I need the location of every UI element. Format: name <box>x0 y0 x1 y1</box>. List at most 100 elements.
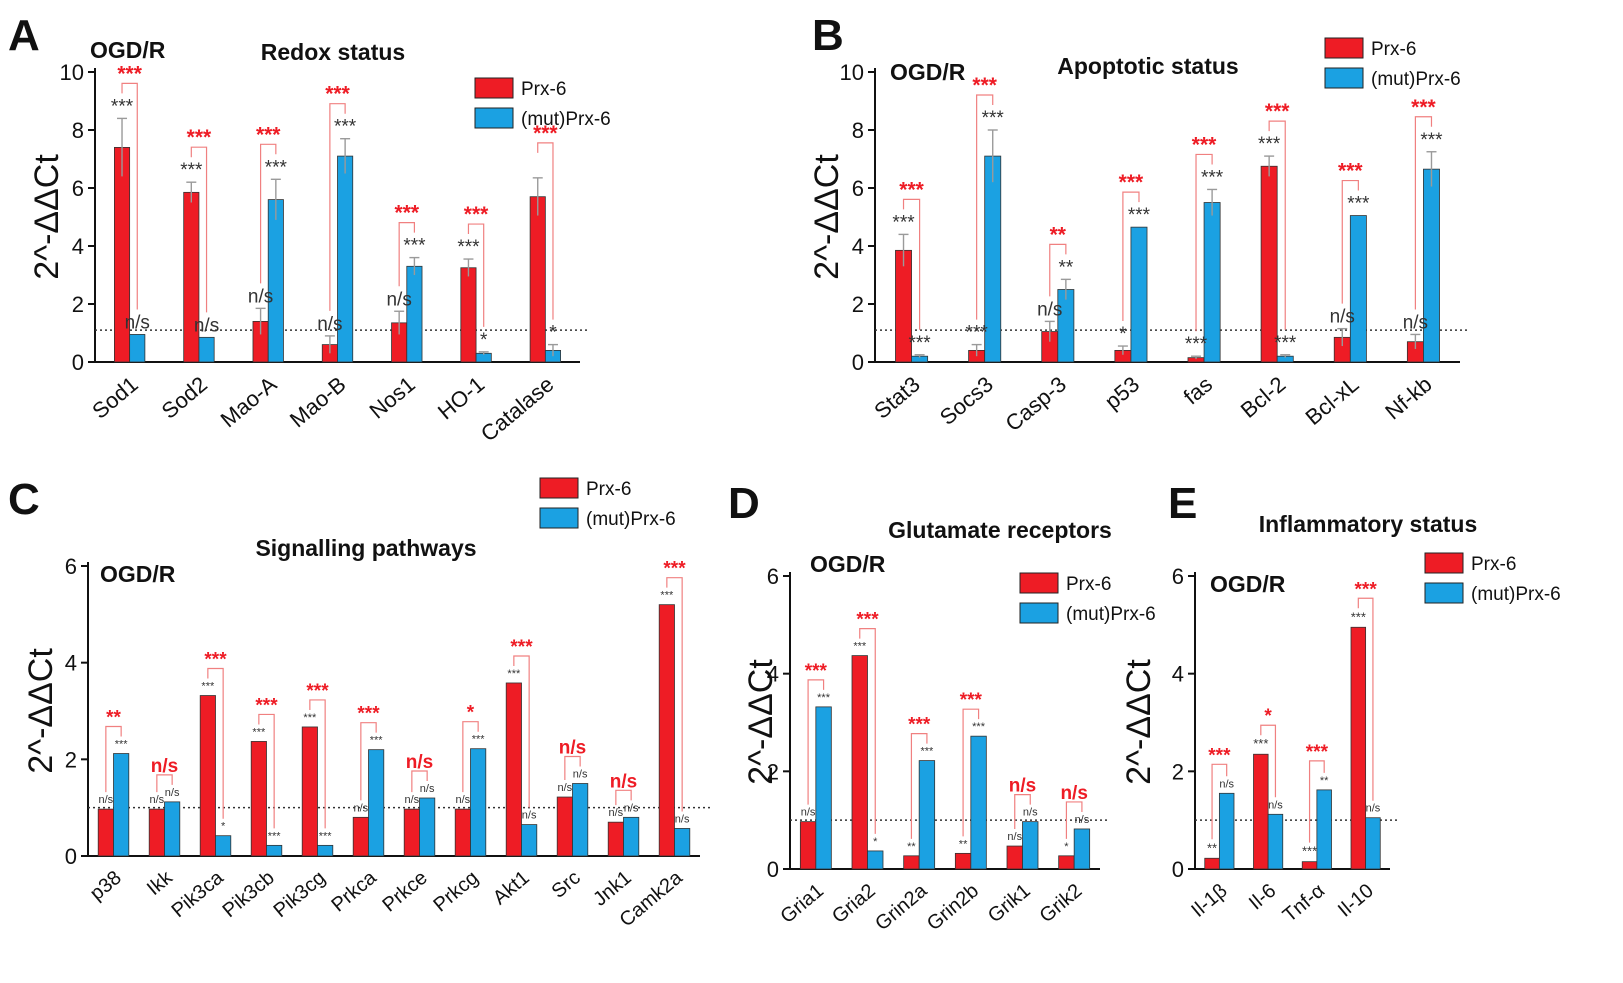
sig-label-mut-prx6: *** <box>1347 194 1370 215</box>
bar-group: *** n/s *** Il-10 <box>1334 579 1381 921</box>
comparison-bracket <box>1195 153 1213 332</box>
sig-label-prx6: ** <box>1207 840 1217 855</box>
sig-label-prx6: *** <box>1258 134 1281 155</box>
bar-mut-prx6 <box>1267 813 1284 870</box>
chart-title: Inflammatory status <box>1259 511 1478 537</box>
y-tick-label: 0 <box>767 857 779 882</box>
legend: Prx-6 (mut)Prx-6 <box>1324 37 1461 90</box>
bar-group: *** *** *** Pik3cg <box>270 681 334 922</box>
sig-label-mut-prx6: ** <box>1320 775 1329 787</box>
comparison-bracket <box>1211 763 1228 840</box>
bar-group: *** *** *** Stat3 <box>869 178 931 423</box>
y-tick-label: 4 <box>72 234 84 259</box>
bar-mut-prx6 <box>1073 828 1091 870</box>
comparison-bracket <box>807 679 825 805</box>
comparison-bracket <box>910 732 928 839</box>
x-category-label: Stat3 <box>869 371 924 423</box>
bar-prx6 <box>183 191 200 363</box>
x-category-label: Socs3 <box>935 371 998 429</box>
bar-group: *******Pik3ca <box>168 650 232 922</box>
sig-label-prx6: ** <box>959 838 968 850</box>
comparison-bracket <box>156 774 173 793</box>
sig-label-prx6: n/s <box>801 807 816 819</box>
comparison-label: n/s <box>559 738 586 759</box>
y-axis-label: 2^-ΔΔCt <box>742 659 780 785</box>
sig-label-mut-prx6: n/s <box>573 769 588 781</box>
bar-mut-prx6 <box>1349 215 1367 363</box>
legend-swatch-mut-prx6 <box>539 507 579 529</box>
bar-prx6 <box>460 267 477 363</box>
sig-label-mut-prx6: n/s <box>1268 799 1283 811</box>
comparison-label: ** <box>106 708 121 729</box>
sig-label-mut-prx6: *** <box>370 735 384 747</box>
legend-swatch-mut-prx6 <box>474 107 514 129</box>
bar-mut-prx6 <box>406 265 423 363</box>
comparison-bracket <box>259 143 277 284</box>
comparison-bracket <box>1049 243 1067 297</box>
sig-label-mut-prx6: n/s <box>125 312 150 333</box>
comparison-label: *** <box>395 202 420 225</box>
x-category-label: Sod1 <box>87 371 142 423</box>
comparison-bracket <box>615 789 632 806</box>
comparison-bracket <box>462 721 479 793</box>
sig-label-mut-prx6: * <box>873 836 878 848</box>
sig-label-mut-prx6: n/s <box>420 783 435 795</box>
legend-label: Prx-6 <box>586 479 631 500</box>
bar-prx6 <box>529 196 546 363</box>
comparison-bracket <box>105 725 122 793</box>
comparison-label: *** <box>1411 96 1436 119</box>
bar-group: ********Tnf-α <box>1279 742 1332 927</box>
chart-title: Signalling pathways <box>255 535 476 561</box>
sig-label-prx6: * <box>1119 324 1127 345</box>
comparison-bracket <box>666 577 683 812</box>
x-category-label: Pik3cb <box>219 867 279 922</box>
y-tick-label: 8 <box>72 118 84 143</box>
bar-mut-prx6 <box>215 835 232 857</box>
bar-prx6 <box>658 604 675 857</box>
comparison-bracket <box>360 722 377 801</box>
bar-group: ********Grin2a <box>871 715 936 935</box>
chart-panel-c: C OGD/R Signalling pathways 2^-ΔΔCt 0 2 4 6 Prx-… <box>8 475 710 931</box>
bar-prx6 <box>1204 857 1220 870</box>
sig-label-mut-prx6: * <box>221 821 226 833</box>
bar-group: *******p53 <box>1100 171 1151 414</box>
bar-mut-prx6 <box>164 801 181 857</box>
bar-mut-prx6 <box>918 760 936 870</box>
comparison-label: *** <box>256 123 281 146</box>
legend-swatch-mut-prx6 <box>1324 67 1364 89</box>
bar-prx6 <box>454 808 471 857</box>
sig-label-prx6: *** <box>1351 609 1366 624</box>
x-category-label: Grin2a <box>871 879 932 935</box>
comparison-bracket <box>1308 760 1325 843</box>
sig-label-prx6: n/s <box>317 314 342 335</box>
sig-label-mut-prx6: *** <box>817 692 831 704</box>
comparison-bracket <box>1357 597 1374 801</box>
sig-label-mut-prx6: * <box>549 323 557 344</box>
bar-group: *** *** *** Pik3cb <box>219 695 283 922</box>
sig-label-prx6: *** <box>303 712 317 724</box>
panel-letter: D <box>728 479 760 528</box>
comparison-bracket <box>411 770 428 793</box>
comparison-bracket <box>537 142 554 320</box>
comparison-label: n/s <box>610 771 637 792</box>
y-tick-label: 6 <box>767 564 779 589</box>
bar-prx6 <box>1301 861 1318 870</box>
comparison-bracket <box>1341 179 1359 304</box>
bar-group: *** *** *** Bcl-2 <box>1236 100 1297 423</box>
bar-group: n/s *** *** Nos1 <box>364 202 426 424</box>
sig-label-mut-prx6: n/s <box>1219 778 1234 790</box>
x-category-label: Tnf-α <box>1279 880 1329 927</box>
bar-prx6 <box>1058 855 1075 870</box>
sig-label-prx6: n/s <box>386 289 411 310</box>
sig-label-mut-prx6: *** <box>920 746 934 758</box>
sig-label-prx6: n/s <box>558 782 573 794</box>
y-tick-label: 4 <box>1172 662 1184 687</box>
panel-letter: E <box>1168 479 1197 528</box>
x-category-label: Il-1β <box>1187 880 1231 922</box>
sig-label-prx6: *** <box>853 641 867 653</box>
bar-group: * n/s n/s Grik2 <box>1036 783 1091 927</box>
